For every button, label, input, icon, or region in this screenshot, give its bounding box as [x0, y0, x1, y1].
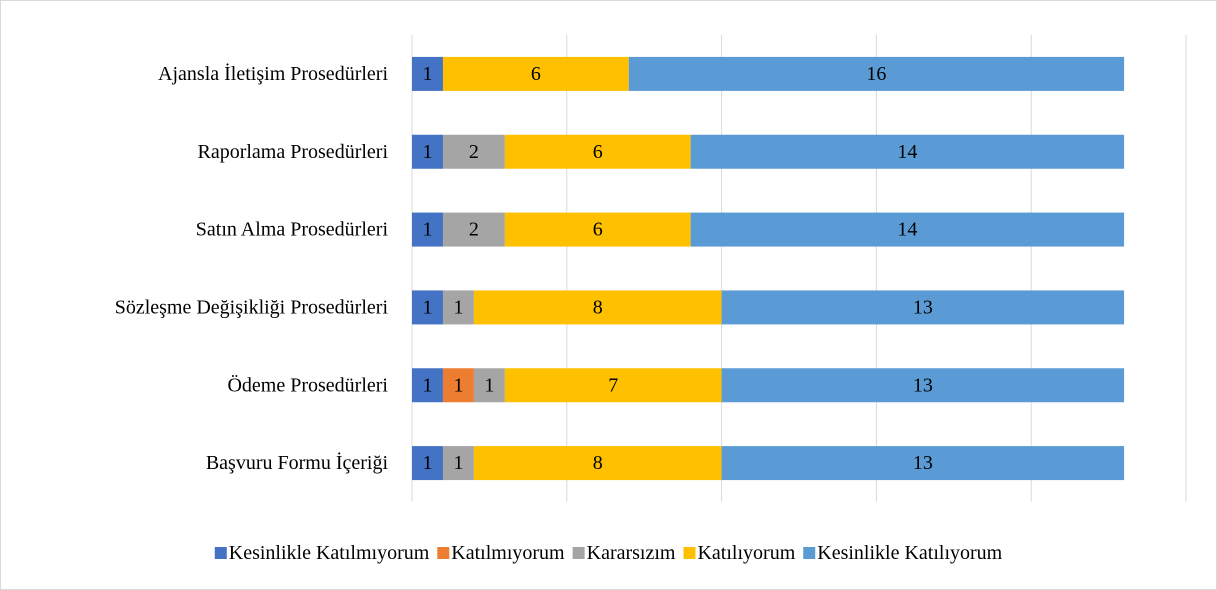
- data-label: 1: [422, 452, 432, 474]
- data-label: 1: [453, 452, 463, 474]
- y-tick-label: Sözleşme Değişikliği Prosedürleri: [115, 296, 389, 318]
- bar-segment: [412, 134, 443, 169]
- legend-swatch: [437, 547, 450, 559]
- data-label: 8: [593, 296, 603, 318]
- y-tick-label: Satın Alma Prosedürleri: [196, 219, 389, 241]
- data-label: 1: [422, 141, 432, 163]
- y-tick-label: Ajansla İletişim Prosedürleri: [158, 62, 388, 85]
- data-label: 1: [422, 296, 432, 318]
- data-label: 7: [608, 374, 618, 396]
- data-label: 1: [484, 374, 494, 396]
- bar-segment: [412, 446, 443, 481]
- bar-segment: [721, 368, 1125, 403]
- bar-segment: [721, 446, 1125, 481]
- data-label: 13: [913, 296, 933, 318]
- data-label: 2: [469, 141, 479, 163]
- bar-segment: [442, 134, 505, 169]
- bar-segment: [504, 368, 722, 403]
- data-label: 14: [897, 141, 917, 163]
- data-label: 8: [593, 452, 603, 474]
- bar-segment: [473, 368, 505, 403]
- data-label: 6: [593, 219, 603, 241]
- bar-segment: [442, 446, 474, 481]
- legend-swatch: [683, 547, 696, 559]
- legend-label: Kesinlikle Katılmıyorum: [229, 542, 430, 564]
- data-label: 1: [422, 219, 432, 241]
- data-label: 6: [593, 141, 603, 163]
- data-label: 13: [913, 452, 933, 474]
- data-label: 2: [469, 219, 479, 241]
- legend-swatch: [572, 547, 585, 559]
- bar-segment: [412, 56, 443, 91]
- bar-segment: [412, 212, 443, 247]
- data-label: 16: [866, 63, 886, 85]
- data-label: 1: [422, 63, 432, 85]
- data-label: 1: [453, 374, 463, 396]
- legend-label: Kararsızım: [587, 542, 676, 564]
- bar-segment: [442, 56, 629, 91]
- bar-segment: [412, 290, 443, 325]
- legend-label: Katılmıyorum: [451, 542, 565, 564]
- y-tick-label: Ödeme Prosedürleri: [227, 373, 388, 396]
- legend-label: Kesinlikle Katılıyorum: [817, 542, 1002, 564]
- bar-segment: [628, 56, 1125, 91]
- legend-swatch: [214, 547, 227, 559]
- data-label: 1: [422, 374, 432, 396]
- data-label: 13: [913, 374, 933, 396]
- data-label: 1: [453, 296, 463, 318]
- bar-segment: [473, 290, 722, 325]
- bar-segment: [504, 134, 691, 169]
- legend-label: Katılıyorum: [697, 542, 795, 564]
- bar-segment: [442, 212, 505, 247]
- bar-segment: [412, 368, 443, 403]
- bar-segment: [690, 212, 1125, 247]
- bar-segment: [442, 290, 474, 325]
- bar-segment: [721, 290, 1125, 325]
- data-label: 6: [531, 63, 541, 85]
- bar-segment: [690, 134, 1125, 169]
- y-tick-label: Raporlama Prosedürleri: [198, 141, 389, 163]
- data-label: 14: [897, 219, 917, 241]
- y-tick-label: Başvuru Formu İçeriği: [206, 451, 389, 474]
- bar-segment: [442, 368, 474, 403]
- legend-swatch: [803, 547, 816, 559]
- bar-segment: [473, 446, 722, 481]
- bar-segment: [504, 212, 691, 247]
